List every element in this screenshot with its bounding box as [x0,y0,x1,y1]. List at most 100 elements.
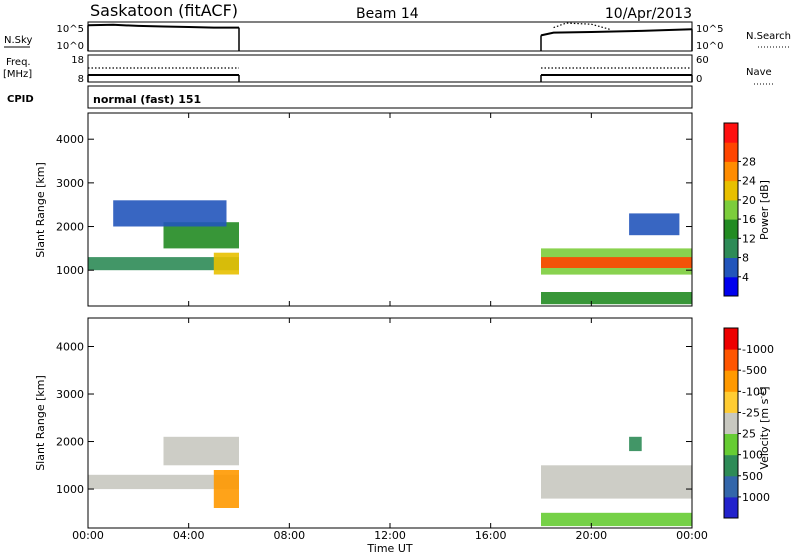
station-title: Saskatoon (fitACF) [90,1,238,20]
power-colorbar-label: Power [dB] [758,180,771,240]
power-colorbar-tick-label: 8 [742,252,749,265]
series-nsearch-segment-0 [553,22,612,31]
nsearch-label: N.Search [746,31,791,42]
velocity-y-tick-label: 4000 [56,341,84,354]
power-region-5 [541,257,692,268]
series-nsky-segment-0 [87,23,239,29]
velocity-region-0 [88,474,239,490]
power-panel: 1000 2000 3000 4000 Slant Range [km] 4 8 12 16… [34,112,771,307]
time-tick-label: 12:00 [374,529,406,542]
power-region-7 [629,213,680,236]
velocity-colorbar-swatch [724,349,738,371]
power-region-0 [88,257,239,271]
velocity-colorbar-swatch [724,328,738,350]
velocity-colorbar-tick-label: 500 [742,470,763,483]
time-axis: 00:00 04:00 08:00 12:00 16:00 20:00 00:00 [72,529,708,542]
velocity-colorbar-swatch [724,475,738,498]
power-colorbar-swatch [724,123,738,143]
velocity-colorbar-swatch [724,496,738,519]
velocity-region-4 [629,436,642,452]
power-region-6 [541,292,692,305]
power-region-1 [163,222,239,249]
power-y-tick-label: 2000 [56,221,84,234]
velocity-colorbar-tick-label: -500 [742,364,767,377]
power-colorbar-swatch [724,142,738,162]
velocity-colorbar-swatch [724,412,738,434]
freq-panel: Freq. [MHz] 18 8 60 0 Nave [3,54,774,85]
cpid-panel-frame [87,85,693,109]
nave-tick-top: 60 [696,55,709,66]
time-axis-label: Time UT [366,542,412,554]
velocity-colorbar-swatch [724,454,738,477]
nsky-tick-bottom: 10^0 [57,41,84,52]
freq-lines [87,67,693,82]
velocity-panel: 1000 2000 3000 4000 Slant Range [km] 1000 50… [34,317,774,529]
nsky-tick-top: 10^5 [57,24,84,35]
freq-tick-bottom: 8 [78,74,84,85]
freq-label-1: Freq. [6,57,31,68]
velocity-region-5 [541,512,692,527]
velocity-regions [88,436,692,527]
velocity-y-tick-label: 3000 [56,388,84,401]
velocity-region-1 [163,436,239,466]
velocity-colorbar-tick-label: -1000 [742,343,774,356]
velocity-colorbar-tick-label: -25 [742,406,760,419]
power-y-tick-label: 3000 [56,177,84,190]
series-nsky-segment-1 [540,28,693,37]
power-colorbar-tick-label: 20 [742,194,756,207]
freq-label-2: [MHz] [3,69,32,80]
power-colorbar-swatch [724,219,738,239]
date-title: 10/Apr/2013 [605,6,692,22]
velocity-colorbar-tick-label: 100 [742,449,763,462]
power-y-tick-label: 1000 [56,264,84,277]
power-colorbar-tick-label: 4 [742,271,749,284]
noise-panel: N.Sky 10^5 10^0 10^5 10^0 N.Search [4,21,791,52]
velocity-colorbar-swatch [724,433,738,456]
power-y-label: Slant Range [km] [34,162,47,258]
power-colorbar-tick-label: 28 [742,155,756,168]
nsearch-tick-bottom: 10^0 [696,41,723,52]
power-colorbar-tick-label: 16 [742,213,756,226]
freq-tick-top: 18 [71,55,84,66]
velocity-region-2 [213,470,239,508]
velocity-colorbar-tick-label: 1000 [742,491,770,504]
power-y-ticks: 1000 2000 3000 4000 [56,113,693,306]
power-colorbar-swatch [724,276,738,297]
power-colorbar-tick-label: 12 [742,232,756,245]
power-regions [88,200,692,305]
time-tick-label: 16:00 [475,529,507,542]
velocity-colorbar-frame [723,327,739,519]
power-colorbar-swatch [724,199,738,220]
time-tick-label: 08:00 [273,529,305,542]
velocity-colorbar-tick-label: 25 [742,428,756,441]
power-colorbar: 4 8 12 16 20 24 28 [723,122,756,297]
power-y-tick-label: 4000 [56,133,84,146]
velocity-y-label: Slant Range [km] [34,375,47,471]
power-region-2 [213,252,239,275]
noise-lines [87,22,693,51]
time-tick-label: 00:00 [676,529,708,542]
velocity-colorbar-swatch [724,391,738,413]
velocity-colorbar-swatch [724,370,738,392]
beam-title: Beam 14 [356,6,419,22]
cpid-panel: CPID normal (fast) 151 [7,85,693,109]
velocity-colorbar: 1000 500 100 25 -25 -100 -500 -1000 [723,327,774,519]
time-tick-label: 00:00 [72,529,104,542]
nsearch-tick-top: 10^5 [696,24,723,35]
velocity-y-ticks: 1000 2000 3000 4000 [56,318,693,528]
power-colorbar-frame [723,122,739,297]
velocity-y-tick-label: 2000 [56,436,84,449]
cpid-text: normal (fast) 151 [93,93,201,106]
power-colorbar-swatch [724,257,738,278]
velocity-colorbar-label: Velocity [m s-1] [757,386,771,469]
nave-label: Nave [746,67,772,78]
cpid-label: CPID [7,94,34,105]
power-colorbar-tick-label: 24 [742,175,756,188]
power-colorbar-swatch [724,238,738,258]
time-tick-label: 04:00 [173,529,205,542]
nave-tick-bottom: 0 [696,74,702,85]
power-region-3 [113,200,227,227]
nsky-label: N.Sky [4,35,32,46]
velocity-y-tick-label: 1000 [56,483,84,496]
